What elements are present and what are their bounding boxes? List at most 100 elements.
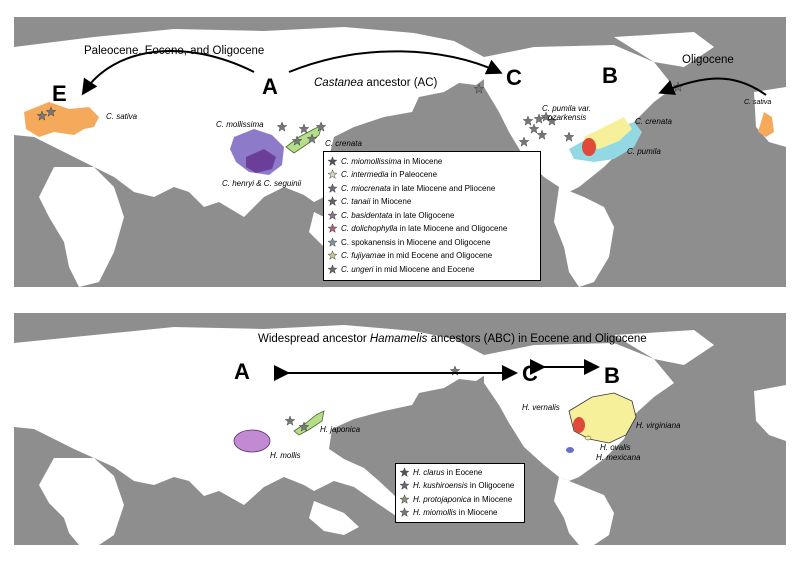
ancestor-label: Castanea ancestor (AC) xyxy=(314,77,437,89)
legend-hamamelis: H. clarus in Eocene H. kushiroensis in Ol… xyxy=(395,463,525,523)
legend-species: H. miomollis xyxy=(413,508,457,517)
star-icon xyxy=(327,196,338,206)
legend-species: C. tanaii xyxy=(341,197,371,206)
label-mollis: H. mollis xyxy=(270,451,301,460)
star-icon xyxy=(327,169,338,179)
legend-item: H. miomollis in Miocene xyxy=(399,507,497,519)
ancestor-suffix: ancestor (AC) xyxy=(363,77,438,89)
region-label-a: A xyxy=(234,359,250,384)
arrow-to-europe xyxy=(81,49,255,96)
hamamelis-title-genus: Hamamelis xyxy=(369,333,428,345)
legend-castanea: C. miomollissima in Miocene C. intermedia… xyxy=(323,151,541,281)
crenata-na-range xyxy=(584,117,632,149)
virginiana-range xyxy=(568,392,637,444)
legend-period: C. spokanensis in Miocene and Oligocene xyxy=(341,237,491,247)
legend-period: in late Miocene and Pliocene xyxy=(390,183,496,193)
legend-item: C. spokanensis in Miocene and Oligocene xyxy=(327,236,490,248)
label-henryi-seguinii: C. henryi & C. seguinii xyxy=(222,179,302,188)
world-map-bottom xyxy=(14,325,786,545)
label-pumila: C. pumila xyxy=(627,147,661,156)
star-icon xyxy=(327,263,338,274)
legend-period: in Miocene xyxy=(471,494,513,504)
arrow-to-north-america xyxy=(288,50,503,75)
region-label-a: A xyxy=(262,74,278,99)
legend-item: C. tanaii in Miocene xyxy=(327,196,411,208)
arrow-oligocene xyxy=(658,77,767,96)
label-ovalis: H. ovalis xyxy=(600,443,631,452)
label-vernalis: H. vernalis xyxy=(522,403,560,412)
legend-item: C. miocrenata in late Miocene and Plioce… xyxy=(327,182,495,194)
henryi-range xyxy=(246,149,276,173)
legend-item: C. miomollissima in Miocene xyxy=(327,155,442,167)
label-ozarkensis: ozarkensis xyxy=(548,113,587,122)
star-icon xyxy=(399,507,410,517)
legend-period: in late Miocene and Oligocene xyxy=(397,224,508,233)
legend-species: C. dolichophylla xyxy=(341,224,398,233)
region-label-b: B xyxy=(604,363,620,388)
legend-item: C. dolichophylla in late Miocene and Oli… xyxy=(327,223,507,235)
crenata-japan-range xyxy=(285,124,323,154)
legend-period: in Miocene xyxy=(370,197,412,206)
star-icon xyxy=(327,250,338,260)
hamamelis-map-panel: Widespread ancestor Hamamelis ancestors … xyxy=(14,313,786,545)
legend-period: in Oligocene xyxy=(467,481,515,490)
legend-species: C. fujiyamae xyxy=(341,251,386,260)
region-label-e: E xyxy=(52,81,67,106)
region-label-b: B xyxy=(602,63,618,88)
legend-item: C. ungeri in mid Miocene and Eocene xyxy=(327,263,474,275)
legend-period: in Miocene xyxy=(456,508,498,517)
legend-species: C. intermedia xyxy=(341,170,389,179)
hamamelis-title-pre: Widespread ancestor xyxy=(258,333,370,345)
star-icon xyxy=(327,182,338,193)
legend-species: H. clarus xyxy=(413,467,445,477)
legend-item: C. fujiyamae in mid Eocene and Oligocene xyxy=(327,250,492,262)
legend-species: H. kushiroensis xyxy=(413,481,468,490)
legend-period: in mid Eocene and Oligocene xyxy=(385,251,493,260)
vernalis-range xyxy=(573,417,585,433)
legend-item: C. basidentata in late Oligocene xyxy=(327,209,454,221)
arrow-label-left: Paleocene, Eocene, and Oligocene xyxy=(84,45,265,57)
sativa-range-right xyxy=(758,112,774,137)
mexicana-range xyxy=(566,447,574,453)
legend-item: C. intermedia in Paleocene xyxy=(327,169,437,181)
label-pumila-var: C. pumila var. xyxy=(542,104,592,113)
ovalis-range xyxy=(584,435,592,441)
mollis-range xyxy=(233,429,271,453)
star-icon xyxy=(327,223,338,233)
star-icon xyxy=(399,480,410,490)
label-japonica: H. japonica xyxy=(320,425,361,434)
ozarkensis-range xyxy=(582,138,596,156)
sativa-europe-range xyxy=(24,102,99,137)
star-icon xyxy=(399,466,410,477)
legend-item: H. protojaponica in Miocene xyxy=(399,493,512,505)
legend-period: in Paleocene xyxy=(388,170,438,179)
label-crenata-na: C. crenata xyxy=(635,117,672,126)
star-icon xyxy=(327,155,338,166)
legend-species: C. basidentata xyxy=(341,210,393,220)
label-sativa-europe: C. sativa xyxy=(106,112,138,121)
legend-period: in late Oligocene xyxy=(392,210,455,220)
star-icon xyxy=(399,493,410,504)
legend-period: in Miocene xyxy=(401,156,443,166)
legend-species: C. miomollissima xyxy=(341,156,402,166)
legend-period: in mid Miocene and Eocene xyxy=(373,264,475,274)
label-crenata-asia: C. crenata xyxy=(325,139,362,148)
label-mollissima: C. mollissima xyxy=(216,120,264,129)
star-icon xyxy=(327,209,338,220)
legend-species: C. ungeri xyxy=(341,264,374,274)
label-mexicana: H. mexicana xyxy=(596,453,641,462)
ancestor-genus: Castanea xyxy=(314,77,364,89)
legend-species: C. miocrenata xyxy=(341,183,391,193)
hamamelis-title: Widespread ancestor Hamamelis ancestors … xyxy=(258,333,647,345)
label-virginiana: H. virginiana xyxy=(636,421,681,430)
castanea-map-panel: A B C E Paleocene, Eocene, and Oligocene… xyxy=(14,17,786,287)
label-sativa-right: C. sativa xyxy=(744,99,772,106)
star-icon xyxy=(327,236,338,247)
hamamelis-title-post: ancestors (ABC) in Eocene and Oligocene xyxy=(427,333,647,345)
arrow-label-right: Oligocene xyxy=(682,54,734,66)
legend-species: H. protojaponica xyxy=(413,494,472,504)
region-label-c: C xyxy=(522,361,538,386)
region-label-c: C xyxy=(506,65,522,90)
legend-item: H. kushiroensis in Oligocene xyxy=(399,480,514,492)
legend-period: in Eocene xyxy=(444,467,483,477)
